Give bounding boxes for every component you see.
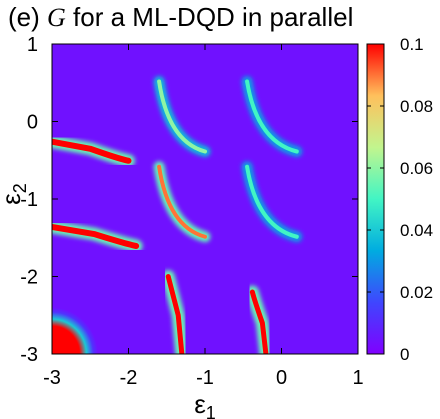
colorbar-tick-label: 0.02 — [400, 283, 433, 302]
colorbar-tick-label: 0 — [400, 345, 409, 364]
title-symbol: G — [47, 3, 66, 32]
x-tick-label: -1 — [196, 367, 214, 389]
y-tick-label: 1 — [27, 34, 38, 56]
colorbar: 0 0.02 0.04 0.06 0.08 0.1 — [366, 35, 433, 364]
y-tick-label: -3 — [20, 344, 38, 366]
heatmap-features — [52, 76, 303, 354]
heatmap-feature-8 — [245, 285, 273, 354]
chart-title: (e) G for a ML-DQD in parallel — [8, 2, 353, 33]
heatmap-feature-6 — [52, 220, 143, 253]
x-tick-label: -2 — [120, 367, 138, 389]
heatmap-feature-4 — [241, 161, 303, 243]
heatmap-feature-1 — [153, 76, 211, 157]
colorbar-tick-label: 0.06 — [400, 159, 433, 178]
heatmap-feature-7 — [161, 270, 189, 354]
plot-area — [52, 44, 358, 354]
heatmap-feature-2 — [241, 76, 303, 157]
colorbar-gradient — [366, 43, 385, 355]
heatmap-background — [52, 44, 358, 354]
title-prefix: (e) — [8, 2, 40, 32]
heatmap-feature-5 — [52, 135, 135, 168]
colorbar-tick-label: 0.08 — [400, 97, 433, 116]
x-tick-label: 0 — [276, 367, 287, 389]
axes: -3 -2 -1 0 1 -3 -2 -1 0 1 ε1 ε2 — [0, 34, 364, 419]
y-tick-label: 0 — [27, 112, 38, 134]
x-tick-label: -3 — [43, 367, 61, 389]
y-tick-label: -2 — [20, 267, 38, 289]
x-tick-label: 1 — [352, 367, 363, 389]
heatmap-feature-9 — [52, 307, 98, 354]
heatmap-feature-3 — [153, 161, 211, 243]
colorbar-tick-label: 0.1 — [400, 35, 424, 54]
x-axis-label: ε1 — [194, 389, 216, 419]
title-suffix: for a ML-DQD in parallel — [73, 2, 354, 32]
colorbar-tick-label: 0.04 — [400, 221, 433, 240]
y-tick-label: -1 — [20, 189, 38, 211]
y-axis-label: ε2 — [0, 183, 30, 205]
